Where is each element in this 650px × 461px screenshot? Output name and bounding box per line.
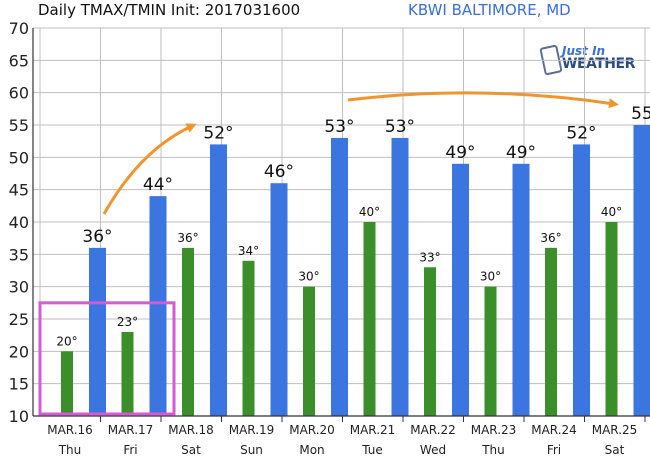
- y-tick-label: 55: [9, 116, 29, 135]
- tmin-label: 36°: [540, 231, 561, 245]
- x-tick-label: MAR.19: [229, 423, 275, 437]
- y-tick-label: 30: [9, 278, 29, 297]
- x-day-label: Thu: [58, 443, 82, 457]
- bars: 20° 36° 23° 44° 36° 52° 34° 46° 30° 53° 40° 53° 33° 4…: [56, 104, 650, 416]
- tmax-label: 46°: [264, 162, 294, 182]
- tmin-label: 40°: [601, 205, 622, 219]
- y-tick-label: 70: [9, 19, 29, 38]
- chart-title: Daily TMAX/TMIN Init: 2017031600: [38, 1, 301, 19]
- y-tick-label: 65: [9, 51, 29, 70]
- tmin-bar: [424, 267, 436, 416]
- x-tick-label: MAR.23: [471, 423, 517, 437]
- y-tick-label: 60: [9, 84, 29, 103]
- trend-arrow-up: [102, 123, 197, 215]
- x-tick-label: MAR.21: [350, 423, 396, 437]
- tmin-bar: [484, 286, 497, 416]
- x-day-label: Mon: [299, 443, 324, 457]
- tmin-bar: [242, 260, 255, 416]
- tmax-bar: [573, 144, 590, 416]
- tmin-label: 30°: [480, 270, 501, 284]
- tmax-bar: [89, 247, 106, 416]
- x-tick-label: MAR.24: [531, 423, 577, 437]
- y-tick-label: 50: [9, 148, 29, 167]
- tmin-label: 36°: [177, 231, 198, 245]
- tmax-bar: [149, 196, 167, 416]
- annotations: [38, 91, 619, 416]
- station-label: KBWI BALTIMORE, MD: [408, 1, 571, 19]
- x-tick-label: MAR.22: [410, 423, 456, 437]
- y-tick-label: 35: [9, 245, 29, 264]
- tmax-label: 36°: [82, 227, 112, 247]
- tmin-label: 23°: [117, 315, 138, 329]
- x-tick-label: MAR.25: [592, 423, 638, 437]
- tmax-label: 49°: [445, 143, 475, 163]
- tmax-label: 44°: [143, 175, 173, 195]
- tmax-bar: [270, 183, 288, 416]
- x-day-label: Fri: [123, 443, 137, 457]
- y-tick-label: 25: [9, 310, 29, 329]
- trend-arrow-right: [347, 91, 619, 109]
- highlight-box: [38, 301, 176, 416]
- x-tick-label: MAR.17: [108, 423, 154, 437]
- x-tick-label: MAR.16: [47, 423, 93, 437]
- logo-line-1: Just In: [562, 44, 606, 58]
- y-tick-label: 10: [9, 407, 29, 426]
- tmin-bar: [605, 222, 618, 416]
- x-day-label: Tue: [361, 443, 383, 457]
- tmax-bar: [633, 125, 650, 416]
- tmax-bar: [210, 144, 227, 416]
- tmin-label: 34°: [238, 244, 259, 258]
- x-day-label: Sun: [240, 443, 263, 457]
- tmin-bar: [303, 286, 315, 416]
- tmax-label: 52°: [566, 123, 596, 143]
- tmin-bar: [182, 247, 194, 416]
- x-tick-label: MAR.18: [168, 423, 214, 437]
- x-day-label: Thu: [481, 443, 505, 457]
- x-day-label: Wed: [420, 443, 446, 457]
- tmax-label: 53°: [324, 117, 354, 137]
- tmax-label: 53°: [385, 117, 415, 137]
- tmax-bar: [452, 163, 469, 416]
- tmin-bar: [363, 222, 376, 416]
- tmin-label: 33°: [419, 250, 440, 264]
- tmax-label: 55: [631, 104, 650, 124]
- tmax-bar: [512, 163, 530, 416]
- x-day-label: Sat: [181, 443, 201, 457]
- tmin-bar: [121, 331, 134, 416]
- tmin-label: 20°: [56, 334, 77, 348]
- tmin-label: 30°: [298, 270, 319, 284]
- y-tick-label: 45: [9, 181, 29, 200]
- x-tick-label: MAR.20: [289, 423, 335, 437]
- tmin-label: 40°: [359, 205, 380, 219]
- x-day-label: Fri: [547, 443, 561, 457]
- tmax-bar: [331, 137, 348, 416]
- tmax-label: 52°: [203, 123, 233, 143]
- x-axis: MAR.16 Thu MAR.17 Fri MAR.18 Sat MAR.19 Sun MAR.…: [33, 415, 650, 457]
- y-axis: 10 15 20 25 30 35 40 45 50 55 60 65 70: [9, 19, 34, 426]
- tmax-bar: [391, 137, 409, 416]
- tmin-bar: [61, 351, 73, 416]
- y-tick-label: 15: [9, 375, 29, 394]
- y-tick-label: 20: [9, 342, 29, 361]
- tmin-bar: [545, 247, 557, 416]
- y-tick-label: 40: [9, 213, 29, 232]
- x-day-label: Sat: [605, 443, 625, 457]
- tmax-label: 49°: [506, 143, 536, 163]
